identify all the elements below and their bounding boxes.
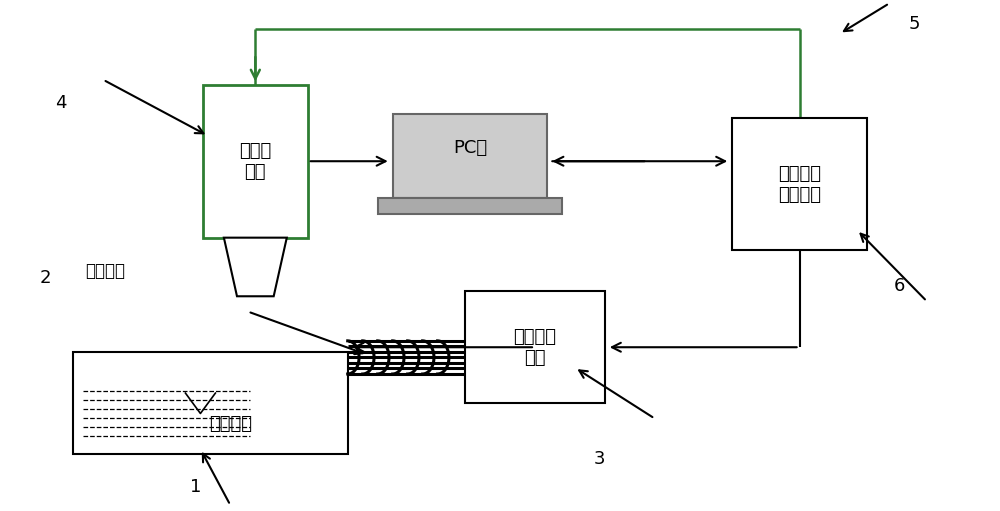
Text: 1: 1 <box>190 478 201 496</box>
Text: 红外热
像仪: 红外热 像仪 <box>239 142 271 180</box>
Text: PC机: PC机 <box>453 140 487 157</box>
Text: 2: 2 <box>40 269 51 287</box>
Text: 激励线圈: 激励线圈 <box>86 262 126 280</box>
Bar <box>732 118 867 250</box>
Text: 同步触发
控制电路: 同步触发 控制电路 <box>778 165 821 203</box>
Bar <box>378 198 562 215</box>
Text: 3: 3 <box>594 450 606 469</box>
Text: 4: 4 <box>55 94 66 111</box>
Bar <box>203 85 308 238</box>
Bar <box>73 352 348 454</box>
Text: 感应加热
装置: 感应加热 装置 <box>513 328 556 366</box>
Text: 被测试件: 被测试件 <box>209 414 252 433</box>
Bar <box>465 291 605 403</box>
Text: 5: 5 <box>909 15 920 33</box>
Polygon shape <box>224 238 287 296</box>
Text: 6: 6 <box>894 277 905 295</box>
Bar <box>393 114 547 198</box>
